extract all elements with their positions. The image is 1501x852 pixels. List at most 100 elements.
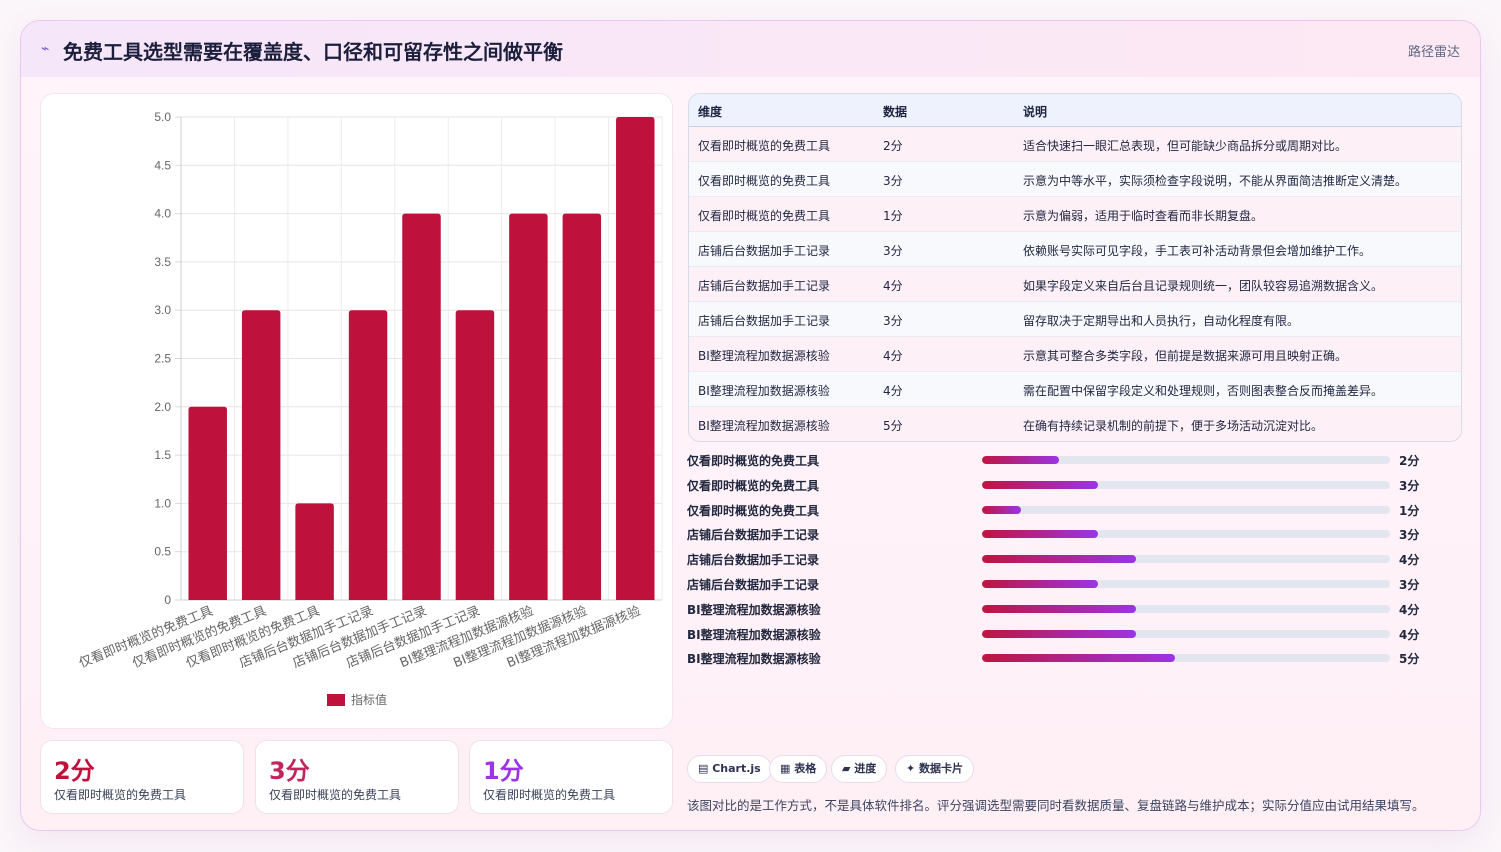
- progress-label: 店铺后台数据加手工记录: [687, 528, 820, 543]
- progress-row: 店铺后台数据加手工记录 3分: [687, 574, 1447, 594]
- progress-value: 3分: [1399, 528, 1420, 543]
- y-tick-label: 0: [164, 593, 171, 607]
- chip-label: ▦ 表格: [780, 762, 817, 775]
- bar: [455, 310, 495, 600]
- table-row: 店铺后台数据加手工记录 3分 依赖账号实际可见字段，手工表可补活动背景但会增加维护工…: [689, 232, 1461, 267]
- table-cell-dimension: 仅看即时概览的免费工具: [698, 209, 831, 223]
- progress-value: 1分: [1399, 503, 1420, 518]
- table-cell-note: 依赖账号实际可见字段，手工表可补活动背景但会增加维护工作。: [1023, 244, 1372, 258]
- progress-row: BI整理流程加数据源核验 4分: [687, 624, 1447, 644]
- sparkle-icon: ⌁: [41, 41, 50, 57]
- table-cell-dimension: 店铺后台数据加手工记录: [698, 279, 831, 293]
- table-cell-data: 1分: [883, 209, 903, 223]
- table-cell-note: 留存取决于定期导出和人员执行，自动化程度有限。: [1023, 314, 1300, 328]
- table-header-dimension: 维度: [698, 105, 723, 119]
- y-tick-label: 4.0: [154, 207, 171, 221]
- bar: [562, 213, 602, 600]
- table-row: BI整理流程加数据源核验 5分 在确有持续记录机制的前提下，便于多场活动沉淀对比。: [689, 407, 1461, 441]
- table-header-data: 数据: [883, 105, 908, 119]
- chip-progress[interactable]: ▰ 进度: [831, 755, 888, 783]
- progress-fill: [982, 604, 1137, 613]
- table-row: 仅看即时概览的免费工具 2分 适合快速扫一眼汇总表现，但可能缺少商品拆分或周期对比。: [689, 127, 1461, 162]
- progress-value: 3分: [1399, 478, 1420, 493]
- page-title: 免费工具选型需要在覆盖度、口径和可留存性之间做平衡: [63, 40, 563, 64]
- progress-value: 4分: [1399, 602, 1420, 617]
- y-tick-label: 4.5: [154, 158, 171, 172]
- bar: [402, 213, 441, 600]
- progress-label: 店铺后台数据加手工记录: [687, 578, 820, 592]
- progress-row: 仅看即时概览的免费工具 1分: [687, 500, 1447, 520]
- progress-label: 仅看即时概览的免费工具: [687, 503, 820, 518]
- bar-chart-panel: 0 0.5 1.0 1.5 2.0 2.5 3.0 3.5 4.0 4.5 5.0 仅看即时概览的免费…: [40, 93, 673, 729]
- chip-table[interactable]: ▦ 表格: [769, 755, 828, 783]
- progress-row: BI整理流程加数据源核验 4分: [687, 599, 1447, 619]
- stat-label: 仅看即时概览的免费工具: [269, 788, 402, 802]
- table-row: 仅看即时概览的免费工具 3分 示意为中等水平，实际须检查字段说明，不能从界面简洁推断…: [689, 162, 1461, 197]
- table-cell-dimension: BI整理流程加数据源核验: [698, 419, 830, 433]
- bar-chart: 00.51.01.52.02.53.03.54.04.55.0仅看即时概览的免费…: [77, 110, 663, 707]
- progress-label: 店铺后台数据加手工记录: [687, 553, 820, 568]
- table-cell-dimension: 仅看即时概览的免费工具: [698, 139, 831, 153]
- table-row: 仅看即时概览的免费工具 1分 示意为偏弱，适用于临时查看而非长期复盘。: [689, 197, 1461, 232]
- table-cell-note: 需在配置中保留字段定义和处理规则，否则图表整合反而掩盖差异。: [1023, 384, 1384, 398]
- progress-track: [982, 456, 1390, 464]
- table-cell-note: 示意其可整合多类字段，但前提是数据来源可用且映射正确。: [1023, 349, 1348, 363]
- progress-track: [982, 555, 1390, 564]
- progress-label: 仅看即时概览的免费工具: [687, 454, 820, 468]
- chip-data-card[interactable]: ✦ 数据卡片: [895, 755, 975, 783]
- stat-label: 仅看即时概览的免费工具: [54, 788, 187, 802]
- dashboard-card: ⌁ 免费工具选型需要在覆盖度、口径和可留存性之间做平衡 路径雷达 0 0.5 1.0…: [20, 20, 1481, 831]
- progress-track: [982, 629, 1390, 638]
- progress-track: [982, 654, 1390, 663]
- bar: [241, 310, 281, 600]
- table-cell-note: 示意为偏弱，适用于临时查看而非长期复盘。: [1023, 209, 1264, 223]
- progress-value: 3分: [1399, 578, 1420, 592]
- table-row: 店铺后台数据加手工记录 3分 留存取决于定期导出和人员执行，自动化程度有限。: [689, 302, 1461, 337]
- table-cell-note: 在确有持续记录机制的前提下，便于多场活动沉淀对比。: [1023, 419, 1324, 433]
- progress-track: [982, 604, 1390, 613]
- progress-label: BI整理流程加数据源核验: [687, 652, 821, 667]
- progress-label: BI整理流程加数据源核验: [687, 627, 821, 642]
- chip-chartjs[interactable]: ▤ Chart.js: [687, 755, 772, 783]
- progress-fill: [982, 654, 1175, 663]
- table-cell-note: 如果字段定义来自后台且记录规则统一，团队较容易追溯数据含义。: [1023, 279, 1384, 293]
- chip-label: ▰ 进度: [842, 762, 877, 775]
- progress-fill: [982, 580, 1098, 588]
- bar: [509, 213, 548, 600]
- bar: [616, 117, 655, 600]
- y-tick-label: 1.5: [154, 448, 171, 462]
- table-row: 店铺后台数据加手工记录 4分 如果字段定义来自后台且记录规则统一，团队较容易追溯数据…: [689, 267, 1461, 302]
- table-header-row: 维度 数据 说明: [689, 94, 1461, 127]
- table-cell-note: 适合快速扫一眼汇总表现，但可能缺少商品拆分或周期对比。: [1023, 139, 1348, 153]
- progress-value: 2分: [1399, 454, 1420, 468]
- progress-row: 仅看即时概览的免费工具 3分: [687, 475, 1447, 495]
- y-tick-label: 1.0: [154, 496, 171, 510]
- progress-row: 仅看即时概览的免费工具 2分: [687, 450, 1447, 470]
- table-cell-data: 4分: [883, 279, 903, 293]
- stat-card: 2分 仅看即时概览的免费工具: [40, 740, 244, 814]
- progress-track: [982, 480, 1390, 489]
- progress-value: 4分: [1399, 553, 1420, 568]
- stat-card: 3分 仅看即时概览的免费工具: [255, 740, 459, 814]
- bar: [348, 310, 388, 600]
- stat-value: 1分: [483, 757, 524, 785]
- footnote: 该图对比的是工作方式，不是具体软件排名。评分强调选型需要同时看数据质量、复盘链路…: [687, 798, 1425, 813]
- table-cell-data: 4分: [883, 384, 903, 398]
- progress-track: [982, 530, 1390, 539]
- table-row: BI整理流程加数据源核验 4分 示意其可整合多类字段，但前提是数据来源可用且映射正确…: [689, 337, 1461, 372]
- y-tick-label: 0.5: [154, 545, 171, 559]
- table-cell-data: 4分: [883, 349, 903, 363]
- progress-row: 店铺后台数据加手工记录 4分: [687, 549, 1447, 569]
- y-tick-label: 2.0: [154, 400, 171, 414]
- progress-track: [982, 505, 1390, 514]
- table-cell-dimension: 店铺后台数据加手工记录: [698, 244, 831, 258]
- progress-track: [982, 580, 1390, 588]
- header-bar: ⌁ 免费工具选型需要在覆盖度、口径和可留存性之间做平衡 路径雷达: [21, 21, 1480, 77]
- chip-label: ▤ Chart.js: [698, 762, 761, 775]
- progress-fill: [982, 629, 1137, 638]
- progress-value: 5分: [1399, 652, 1420, 667]
- y-tick-label: 5.0: [154, 110, 171, 124]
- progress-label: BI整理流程加数据源核验: [687, 602, 821, 617]
- chip-label: ✦ 数据卡片: [906, 762, 964, 775]
- progress-row: 店铺后台数据加手工记录 3分: [687, 524, 1447, 544]
